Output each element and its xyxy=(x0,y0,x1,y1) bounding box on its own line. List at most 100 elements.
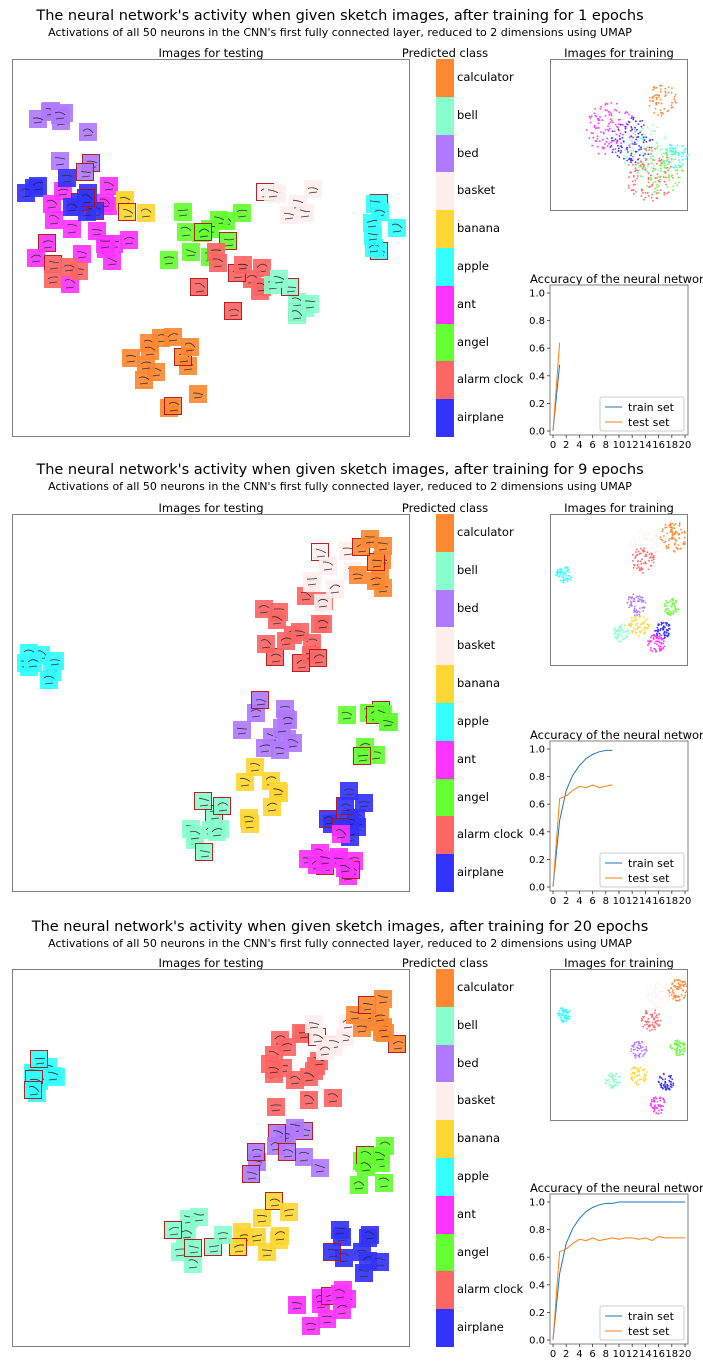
train-point xyxy=(674,153,677,155)
train-point xyxy=(601,138,604,141)
train-point xyxy=(631,136,634,139)
train-point xyxy=(607,125,609,128)
sketch-glyph xyxy=(76,251,88,259)
train-point xyxy=(632,189,635,191)
y-tick-label: 0.2 xyxy=(529,1308,545,1319)
sketch-glyph xyxy=(198,228,209,238)
sketch-glyph xyxy=(145,346,156,356)
train-point xyxy=(628,121,631,124)
train-point xyxy=(601,146,604,149)
x-tick-label: 16 xyxy=(652,1349,665,1360)
train-point xyxy=(650,162,652,165)
train-point xyxy=(674,164,677,167)
train-point xyxy=(649,133,652,136)
train-point xyxy=(662,176,665,179)
train-point xyxy=(660,153,663,156)
train-point xyxy=(592,132,594,135)
train-point xyxy=(628,157,631,160)
train-point xyxy=(606,137,609,140)
train-point xyxy=(650,166,653,169)
train-point xyxy=(596,127,598,129)
sketch-glyph xyxy=(181,226,192,237)
sketch-glyph xyxy=(64,278,76,289)
train-point xyxy=(676,173,678,175)
train-point xyxy=(657,180,660,182)
test-scatter-plot xyxy=(12,59,410,437)
test-image-marker xyxy=(287,306,306,325)
sketch-glyph xyxy=(42,240,53,249)
train-point xyxy=(641,127,644,130)
train-point xyxy=(656,197,659,200)
train-point xyxy=(668,179,671,181)
train-point xyxy=(585,129,588,131)
train-point xyxy=(611,151,614,154)
train-point xyxy=(610,112,613,115)
train-point xyxy=(601,119,604,121)
train-point xyxy=(610,141,612,144)
train-point xyxy=(647,178,650,181)
train-point xyxy=(634,167,637,170)
test-image-marker xyxy=(136,356,155,375)
train-point xyxy=(647,176,650,179)
train-point xyxy=(651,100,654,103)
x-tick-label: 0 xyxy=(550,1349,556,1360)
train-point xyxy=(620,149,623,152)
sketch-glyph xyxy=(123,236,135,245)
train-point xyxy=(655,86,658,89)
sketch-glyph xyxy=(291,297,303,307)
train-point xyxy=(663,137,666,140)
train-point xyxy=(614,108,616,111)
test-image-marker xyxy=(120,230,138,249)
train-point xyxy=(599,116,601,118)
train-point xyxy=(609,146,612,148)
sketch-glyph xyxy=(228,308,240,317)
test-image-marker xyxy=(122,348,141,367)
x-tick-label: 20 xyxy=(679,1349,692,1360)
train-point xyxy=(627,151,629,153)
train-point xyxy=(662,155,664,158)
train-point xyxy=(650,178,653,180)
train-point xyxy=(648,146,651,149)
colorbar-label: alarm clock xyxy=(457,372,524,387)
train-point xyxy=(653,94,656,97)
train-point xyxy=(648,149,651,151)
train-point xyxy=(610,114,613,117)
train-point xyxy=(621,123,623,126)
x-tick-label: 10 xyxy=(613,1349,626,1360)
train-point xyxy=(590,115,593,118)
test-image-marker xyxy=(44,270,63,289)
sketch-glyph xyxy=(66,223,77,233)
train-point xyxy=(646,126,649,128)
colorbar-segment-basket xyxy=(436,172,454,211)
sketch-glyph xyxy=(140,361,151,370)
sketch-glyph xyxy=(32,181,44,191)
y-tick-label: 0.0 xyxy=(529,427,545,438)
train-point xyxy=(676,169,679,172)
train-point xyxy=(588,137,591,140)
train-point xyxy=(639,131,641,134)
train-point xyxy=(589,117,592,119)
train-point xyxy=(658,159,660,162)
x-tick-label: 18 xyxy=(665,896,678,907)
train-point xyxy=(637,166,640,169)
train-point xyxy=(654,168,657,171)
train-point xyxy=(629,139,632,141)
train-point xyxy=(674,100,677,102)
train-point xyxy=(654,148,656,150)
train-point xyxy=(621,146,623,149)
train-point xyxy=(638,154,641,157)
panel-epoch-1: The neural network's activity when given… xyxy=(0,0,703,455)
train-point xyxy=(651,170,654,173)
train-point xyxy=(630,161,632,164)
sketch-glyph xyxy=(307,187,319,194)
train-point xyxy=(659,98,662,101)
train-point xyxy=(640,129,643,132)
train-point xyxy=(659,109,662,112)
train-point xyxy=(634,126,636,129)
train-point xyxy=(677,176,680,179)
test-image-marker xyxy=(387,219,406,237)
train-point xyxy=(642,175,644,178)
sketch-glyph xyxy=(63,264,74,272)
train-point xyxy=(661,148,664,150)
train-point xyxy=(679,164,681,167)
